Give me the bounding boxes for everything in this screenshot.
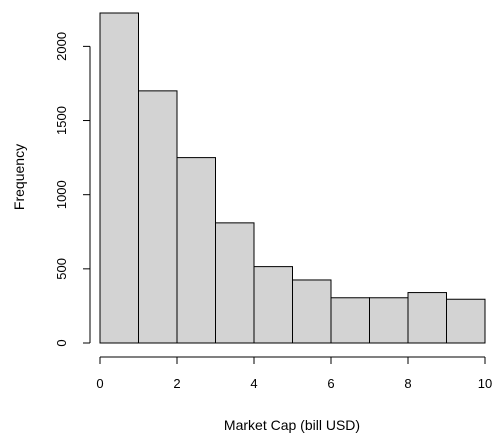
y-tick-label: 0 — [54, 339, 69, 346]
x-tick-label: 6 — [327, 376, 334, 391]
y-tick-label: 1500 — [54, 106, 69, 135]
histogram-bar — [446, 298, 486, 344]
y-axis-label: Frequency — [11, 144, 27, 210]
bars-group — [99, 12, 486, 344]
histogram-bar — [292, 279, 332, 344]
y-tick-label: 2000 — [54, 32, 69, 61]
histogram-bar — [215, 222, 255, 344]
x-tick-label: 0 — [96, 376, 103, 391]
y-tick-label: 500 — [54, 258, 69, 280]
histogram-bar — [330, 297, 370, 344]
histogram-bar — [253, 266, 293, 344]
y-tick-label: 1000 — [54, 180, 69, 209]
histogram-bar — [176, 157, 216, 344]
histogram-bar — [369, 297, 409, 344]
histogram-bar — [99, 12, 139, 344]
histogram-bar — [407, 292, 447, 344]
x-tick-label: 2 — [173, 376, 180, 391]
y-axis: 0 500 1000 1500 2000 — [54, 32, 91, 347]
x-tick-label: 4 — [250, 376, 257, 391]
x-tick-label: 8 — [404, 376, 411, 391]
x-axis: 0 2 4 6 8 10 — [96, 356, 492, 391]
histogram-bar — [138, 90, 178, 344]
x-tick-label: 10 — [478, 376, 492, 391]
x-axis-label: Market Cap (bill USD) — [224, 417, 360, 433]
